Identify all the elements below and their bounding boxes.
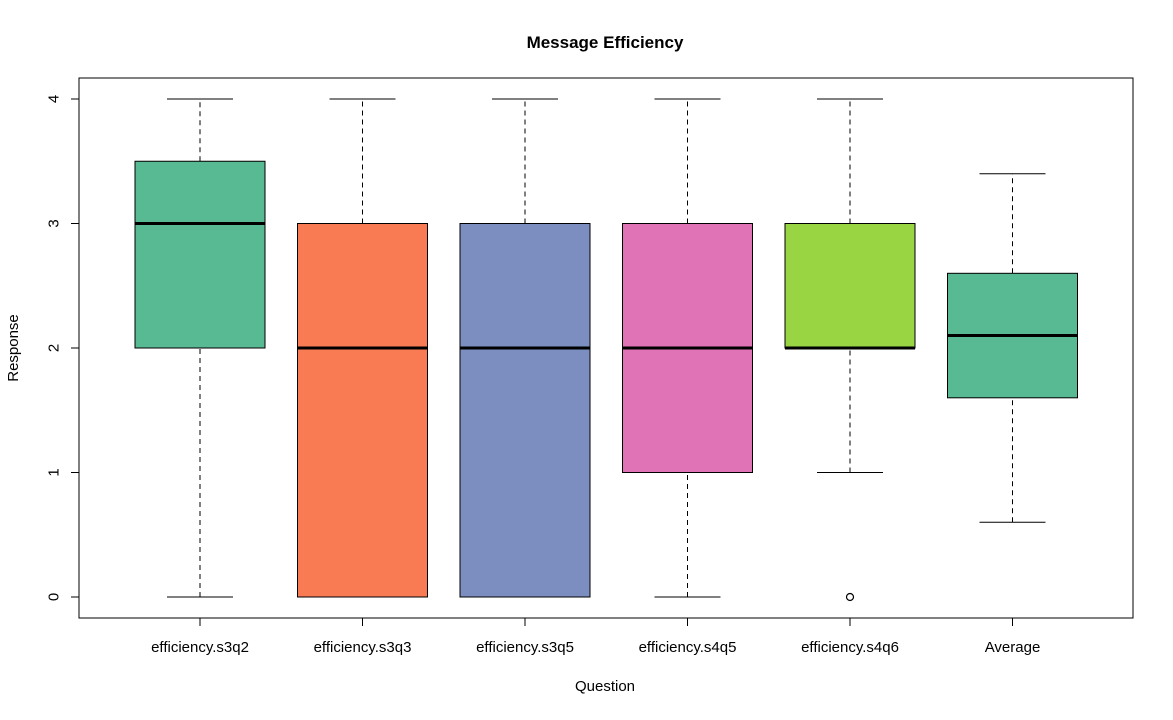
y-tick-label: 4 xyxy=(46,95,63,103)
x-tick-label: efficiency.s4q5 xyxy=(639,639,737,656)
box-efficiency.s4q5 xyxy=(622,98,753,598)
y-axis-label: Response xyxy=(5,314,22,382)
box-efficiency.s3q5 xyxy=(459,98,591,598)
x-axis: efficiency.s3q2 efficiency.s3q3 efficiency… xyxy=(151,618,1040,656)
iqr-box xyxy=(134,160,266,349)
box-Average xyxy=(947,173,1078,523)
y-tick-label: 2 xyxy=(46,344,63,352)
iqr-box xyxy=(459,223,591,598)
box-efficiency.s4q6 xyxy=(784,98,916,602)
box-efficiency.s3q2 xyxy=(134,98,266,598)
chart-title: Message Efficiency xyxy=(527,33,684,52)
iqr-box xyxy=(297,223,428,598)
iqr-box xyxy=(784,223,916,349)
x-tick-label: efficiency.s3q5 xyxy=(476,639,574,656)
y-tick-label: 0 xyxy=(46,593,63,601)
x-tick-label: efficiency.s4q6 xyxy=(801,639,899,656)
box-efficiency.s3q3 xyxy=(297,98,428,598)
x-tick-label: Average xyxy=(985,639,1041,656)
boxes-group xyxy=(134,98,1078,602)
x-tick-label: efficiency.s3q2 xyxy=(151,639,249,656)
y-tick-label: 1 xyxy=(46,468,63,476)
x-axis-label: Question xyxy=(575,678,635,695)
y-tick-label: 3 xyxy=(46,219,63,227)
outlier-point xyxy=(845,592,855,602)
x-tick-label: efficiency.s3q3 xyxy=(314,639,412,656)
y-axis: 0 1 2 3 4 xyxy=(46,95,79,601)
